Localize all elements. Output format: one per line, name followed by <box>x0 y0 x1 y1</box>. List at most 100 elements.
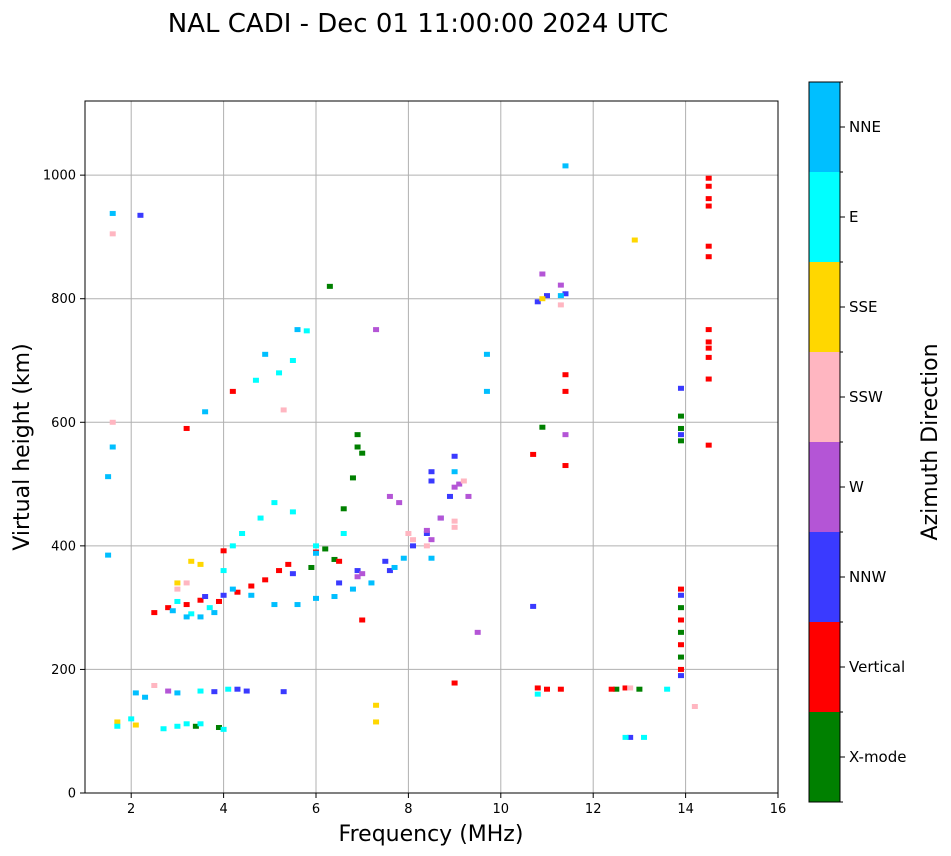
data-point <box>562 463 569 469</box>
data-point <box>705 345 712 351</box>
data-point <box>215 598 222 604</box>
x-axis-label: Frequency (MHz) <box>339 822 524 847</box>
plot-frame <box>84 100 779 794</box>
data-point <box>622 734 629 740</box>
data-point <box>303 328 310 334</box>
data-point <box>220 548 227 554</box>
data-point <box>483 351 490 357</box>
x-tick-label: 6 <box>312 802 320 817</box>
series-w <box>165 271 569 694</box>
data-point <box>677 666 684 672</box>
data-point <box>308 564 315 570</box>
data-point <box>530 603 537 609</box>
data-point <box>336 558 343 564</box>
data-point <box>460 478 467 484</box>
data-point <box>289 358 296 363</box>
data-point <box>336 580 343 586</box>
data-point <box>239 531 246 536</box>
data-point <box>183 425 190 431</box>
data-point <box>483 388 490 394</box>
data-point <box>114 719 121 725</box>
data-point <box>705 442 712 448</box>
data-point <box>262 577 269 583</box>
series-sse <box>114 237 638 728</box>
series-x-mode <box>192 283 684 731</box>
colorbar-swatch <box>809 532 840 622</box>
data-point <box>197 561 204 567</box>
data-point <box>331 556 338 562</box>
data-point <box>211 689 218 695</box>
data-point <box>544 686 550 692</box>
plot-area: 2 4 6 8 10 12 14 16 0 200 400 600 800 1000 <box>43 100 786 817</box>
colorbar-tick-label: NNW <box>849 568 886 586</box>
data-point <box>114 723 121 729</box>
data-point <box>165 605 172 611</box>
series-nne <box>105 163 569 700</box>
series-ssw <box>109 231 698 709</box>
data-point <box>151 682 158 688</box>
data-point <box>359 617 366 623</box>
data-point <box>276 370 283 376</box>
grid-lines <box>85 101 778 793</box>
colorbar-tick-label: X-mode <box>849 748 906 766</box>
data-point <box>557 686 564 692</box>
colorbar-swatch <box>809 352 840 442</box>
data-point <box>557 282 564 288</box>
data-point <box>183 721 190 727</box>
data-point <box>636 686 643 692</box>
data-point <box>197 614 204 620</box>
y-tick-label: 200 <box>51 663 76 678</box>
data-point <box>373 327 380 333</box>
data-point <box>423 527 430 533</box>
x-tick-label: 4 <box>219 802 227 817</box>
data-point <box>105 474 112 480</box>
data-point <box>354 432 361 438</box>
data-point <box>451 518 458 524</box>
data-point <box>608 686 615 692</box>
data-point <box>428 469 435 475</box>
data-point <box>677 592 684 598</box>
y-tick-label: 0 <box>68 787 76 802</box>
data-point <box>410 543 417 549</box>
data-point <box>539 424 546 430</box>
data-point <box>539 296 546 302</box>
data-point <box>368 580 375 586</box>
data-point <box>705 339 712 345</box>
data-point <box>423 543 430 549</box>
data-point <box>220 592 227 598</box>
data-point <box>225 686 232 692</box>
data-point <box>252 377 259 383</box>
data-point <box>451 524 458 530</box>
series-e <box>114 328 671 740</box>
y-axis-ticks: 0 200 400 600 800 1000 <box>43 169 85 802</box>
data-point <box>539 271 546 277</box>
x-tick-label: 14 <box>677 802 694 817</box>
data-point <box>271 602 278 608</box>
data-point <box>202 409 209 415</box>
colorbar: X-mode Vertical NNW W SSW SSE E NNE <box>808 81 906 803</box>
data-point <box>456 481 463 487</box>
data-point <box>271 500 278 506</box>
data-point <box>109 419 116 425</box>
data-point <box>160 726 167 732</box>
data-point <box>294 327 301 333</box>
data-point <box>451 680 458 686</box>
data-point <box>451 453 458 459</box>
data-point <box>386 493 393 499</box>
data-point <box>234 589 241 595</box>
data-point <box>396 500 403 506</box>
data-point <box>294 602 301 608</box>
data-point <box>557 302 564 308</box>
data-point <box>132 690 139 696</box>
colorbar-tick-label: SSW <box>849 388 883 406</box>
colorbar-label: Azimuth Direction <box>918 343 943 540</box>
data-point <box>677 432 684 438</box>
data-point <box>677 654 684 660</box>
x-tick-label: 12 <box>585 802 602 817</box>
data-point <box>474 629 481 635</box>
data-point <box>562 372 569 378</box>
data-point <box>280 689 287 695</box>
data-point <box>331 594 338 600</box>
data-point <box>428 478 435 484</box>
data-point <box>105 552 112 558</box>
